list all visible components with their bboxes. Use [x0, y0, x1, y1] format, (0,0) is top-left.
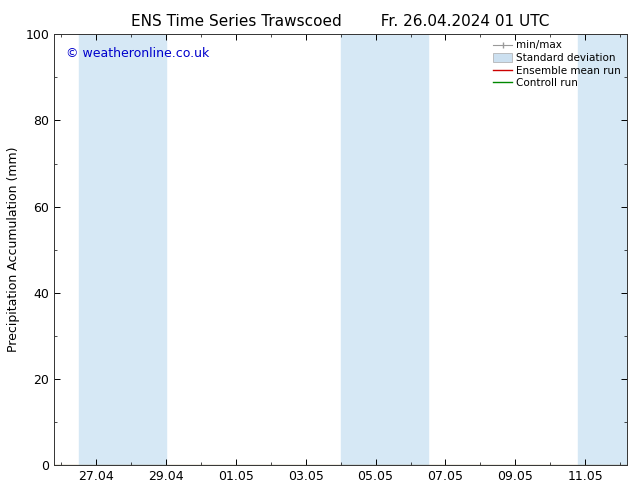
Text: © weatheronline.co.uk: © weatheronline.co.uk: [66, 47, 209, 60]
Bar: [340, 34, 393, 465]
Bar: [393, 34, 428, 465]
Bar: [79, 34, 131, 465]
Title: ENS Time Series Trawscoed        Fr. 26.04.2024 01 UTC: ENS Time Series Trawscoed Fr. 26.04.2024…: [131, 14, 550, 29]
Y-axis label: Precipitation Accumulation (mm): Precipitation Accumulation (mm): [7, 147, 20, 352]
Bar: [578, 34, 627, 465]
Bar: [131, 34, 166, 465]
Legend: min/max, Standard deviation, Ensemble mean run, Controll run: min/max, Standard deviation, Ensemble me…: [490, 37, 624, 92]
